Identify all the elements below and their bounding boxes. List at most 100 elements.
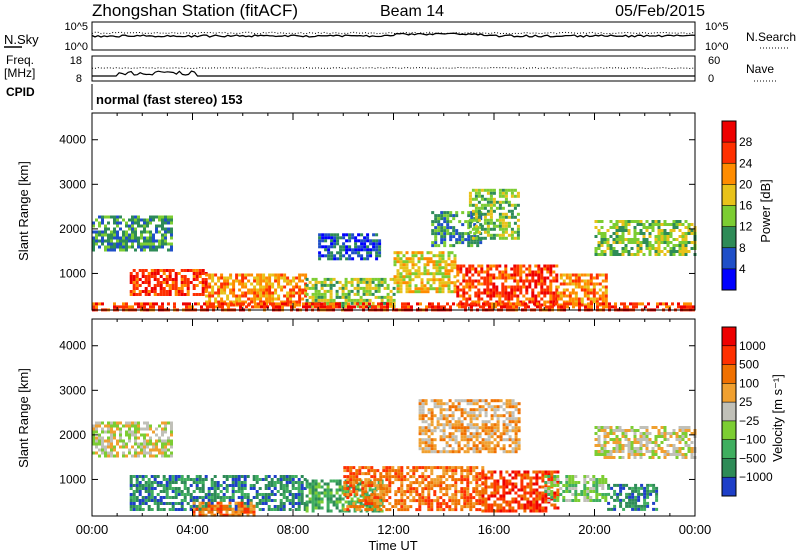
power-cell — [220, 285, 224, 289]
power-cell — [305, 277, 309, 281]
power-cell — [474, 194, 478, 198]
power-cell — [483, 212, 487, 216]
velocity-cell — [421, 432, 425, 436]
velocity-cell — [493, 488, 497, 492]
velocity-cell — [311, 488, 315, 492]
velocity-cell — [255, 478, 259, 481]
velocity-cell — [448, 435, 452, 439]
velocity-cell — [523, 488, 527, 492]
velocity-cell — [162, 487, 166, 490]
velocity-cell — [508, 402, 512, 406]
power-cell — [257, 305, 260, 309]
power-cell — [304, 294, 308, 298]
power-cell — [359, 277, 363, 281]
power-cell — [92, 305, 95, 309]
power-cell — [238, 282, 242, 286]
power-cell — [164, 215, 167, 219]
velocity-cell — [454, 508, 458, 512]
velocity-cell — [264, 484, 268, 487]
power-cell — [477, 282, 481, 286]
power-cell — [259, 276, 263, 280]
velocity-cell — [255, 475, 259, 478]
power-cell — [226, 279, 230, 283]
power-cell — [615, 229, 619, 232]
velocity-cell — [544, 470, 548, 474]
velocity-cell — [138, 508, 142, 511]
velocity-cell — [165, 487, 169, 490]
power-cell — [651, 229, 655, 232]
power-cell — [669, 250, 673, 253]
velocity-cell — [508, 491, 512, 495]
velocity-cell — [430, 399, 434, 403]
velocity-cell — [213, 513, 217, 517]
power-cell — [214, 273, 218, 277]
velocity-cell — [246, 493, 250, 496]
power-cell — [468, 267, 472, 271]
power-cell — [320, 305, 323, 309]
power-cell — [365, 301, 369, 305]
power-cell — [374, 305, 377, 309]
power-cell — [453, 266, 457, 270]
velocity-cell — [171, 508, 175, 511]
power-cell — [393, 257, 397, 261]
power-cell — [507, 203, 511, 207]
power-cell — [250, 282, 254, 286]
power-cell — [277, 273, 281, 277]
power-cell — [195, 272, 199, 275]
power-cell — [574, 276, 578, 280]
velocity-cell — [273, 484, 277, 487]
power-cell — [335, 302, 338, 306]
power-cell — [116, 242, 119, 246]
velocity-cell — [367, 496, 371, 500]
power-cell — [474, 203, 478, 207]
velocity-cell — [409, 493, 413, 497]
power-cell — [168, 269, 172, 272]
velocity-cell — [475, 414, 479, 418]
velocity-cell — [186, 478, 190, 481]
power-cell — [192, 269, 196, 272]
velocity-cell — [490, 491, 494, 495]
velocity-cell — [421, 405, 425, 409]
velocity-cell — [454, 450, 458, 454]
velocity-cell — [598, 484, 602, 487]
power-cell — [470, 302, 473, 306]
power-cell — [272, 305, 275, 309]
velocity-cell — [162, 484, 166, 487]
power-cell — [220, 291, 224, 295]
velocity-cell — [421, 466, 425, 470]
velocity-cell — [98, 433, 101, 437]
power-cell — [95, 236, 98, 240]
velocity-cell — [237, 475, 241, 478]
velocity-cell — [400, 490, 404, 494]
power-cell — [606, 241, 610, 244]
velocity-cell — [317, 485, 321, 489]
velocity-cell — [288, 490, 292, 493]
power-cell — [449, 305, 452, 309]
power-cell — [292, 288, 296, 292]
power-cell — [629, 302, 632, 306]
power-cell — [92, 224, 95, 228]
power-cell — [113, 221, 116, 225]
power-cell — [489, 294, 493, 298]
power-cell — [156, 284, 160, 287]
power-cell — [474, 294, 478, 298]
power-cell — [589, 276, 593, 280]
velocity-cell — [282, 502, 286, 505]
velocity-cell — [412, 472, 416, 476]
velocity-cell — [219, 501, 223, 505]
power-cell — [657, 250, 661, 253]
velocity-cell — [481, 399, 485, 403]
power-cell — [528, 297, 532, 301]
power-cell — [574, 285, 578, 289]
velocity-cell — [101, 427, 104, 431]
velocity-cell — [451, 411, 455, 415]
power-cell — [681, 241, 685, 244]
velocity-cell — [493, 411, 497, 415]
power-colorbar-swatch — [722, 142, 736, 164]
power-cell — [399, 278, 403, 282]
power-cell — [165, 284, 169, 287]
power-cell — [356, 289, 360, 293]
velocity-cell — [571, 484, 575, 487]
power-cell — [663, 247, 667, 250]
velocity-cell — [308, 482, 312, 486]
